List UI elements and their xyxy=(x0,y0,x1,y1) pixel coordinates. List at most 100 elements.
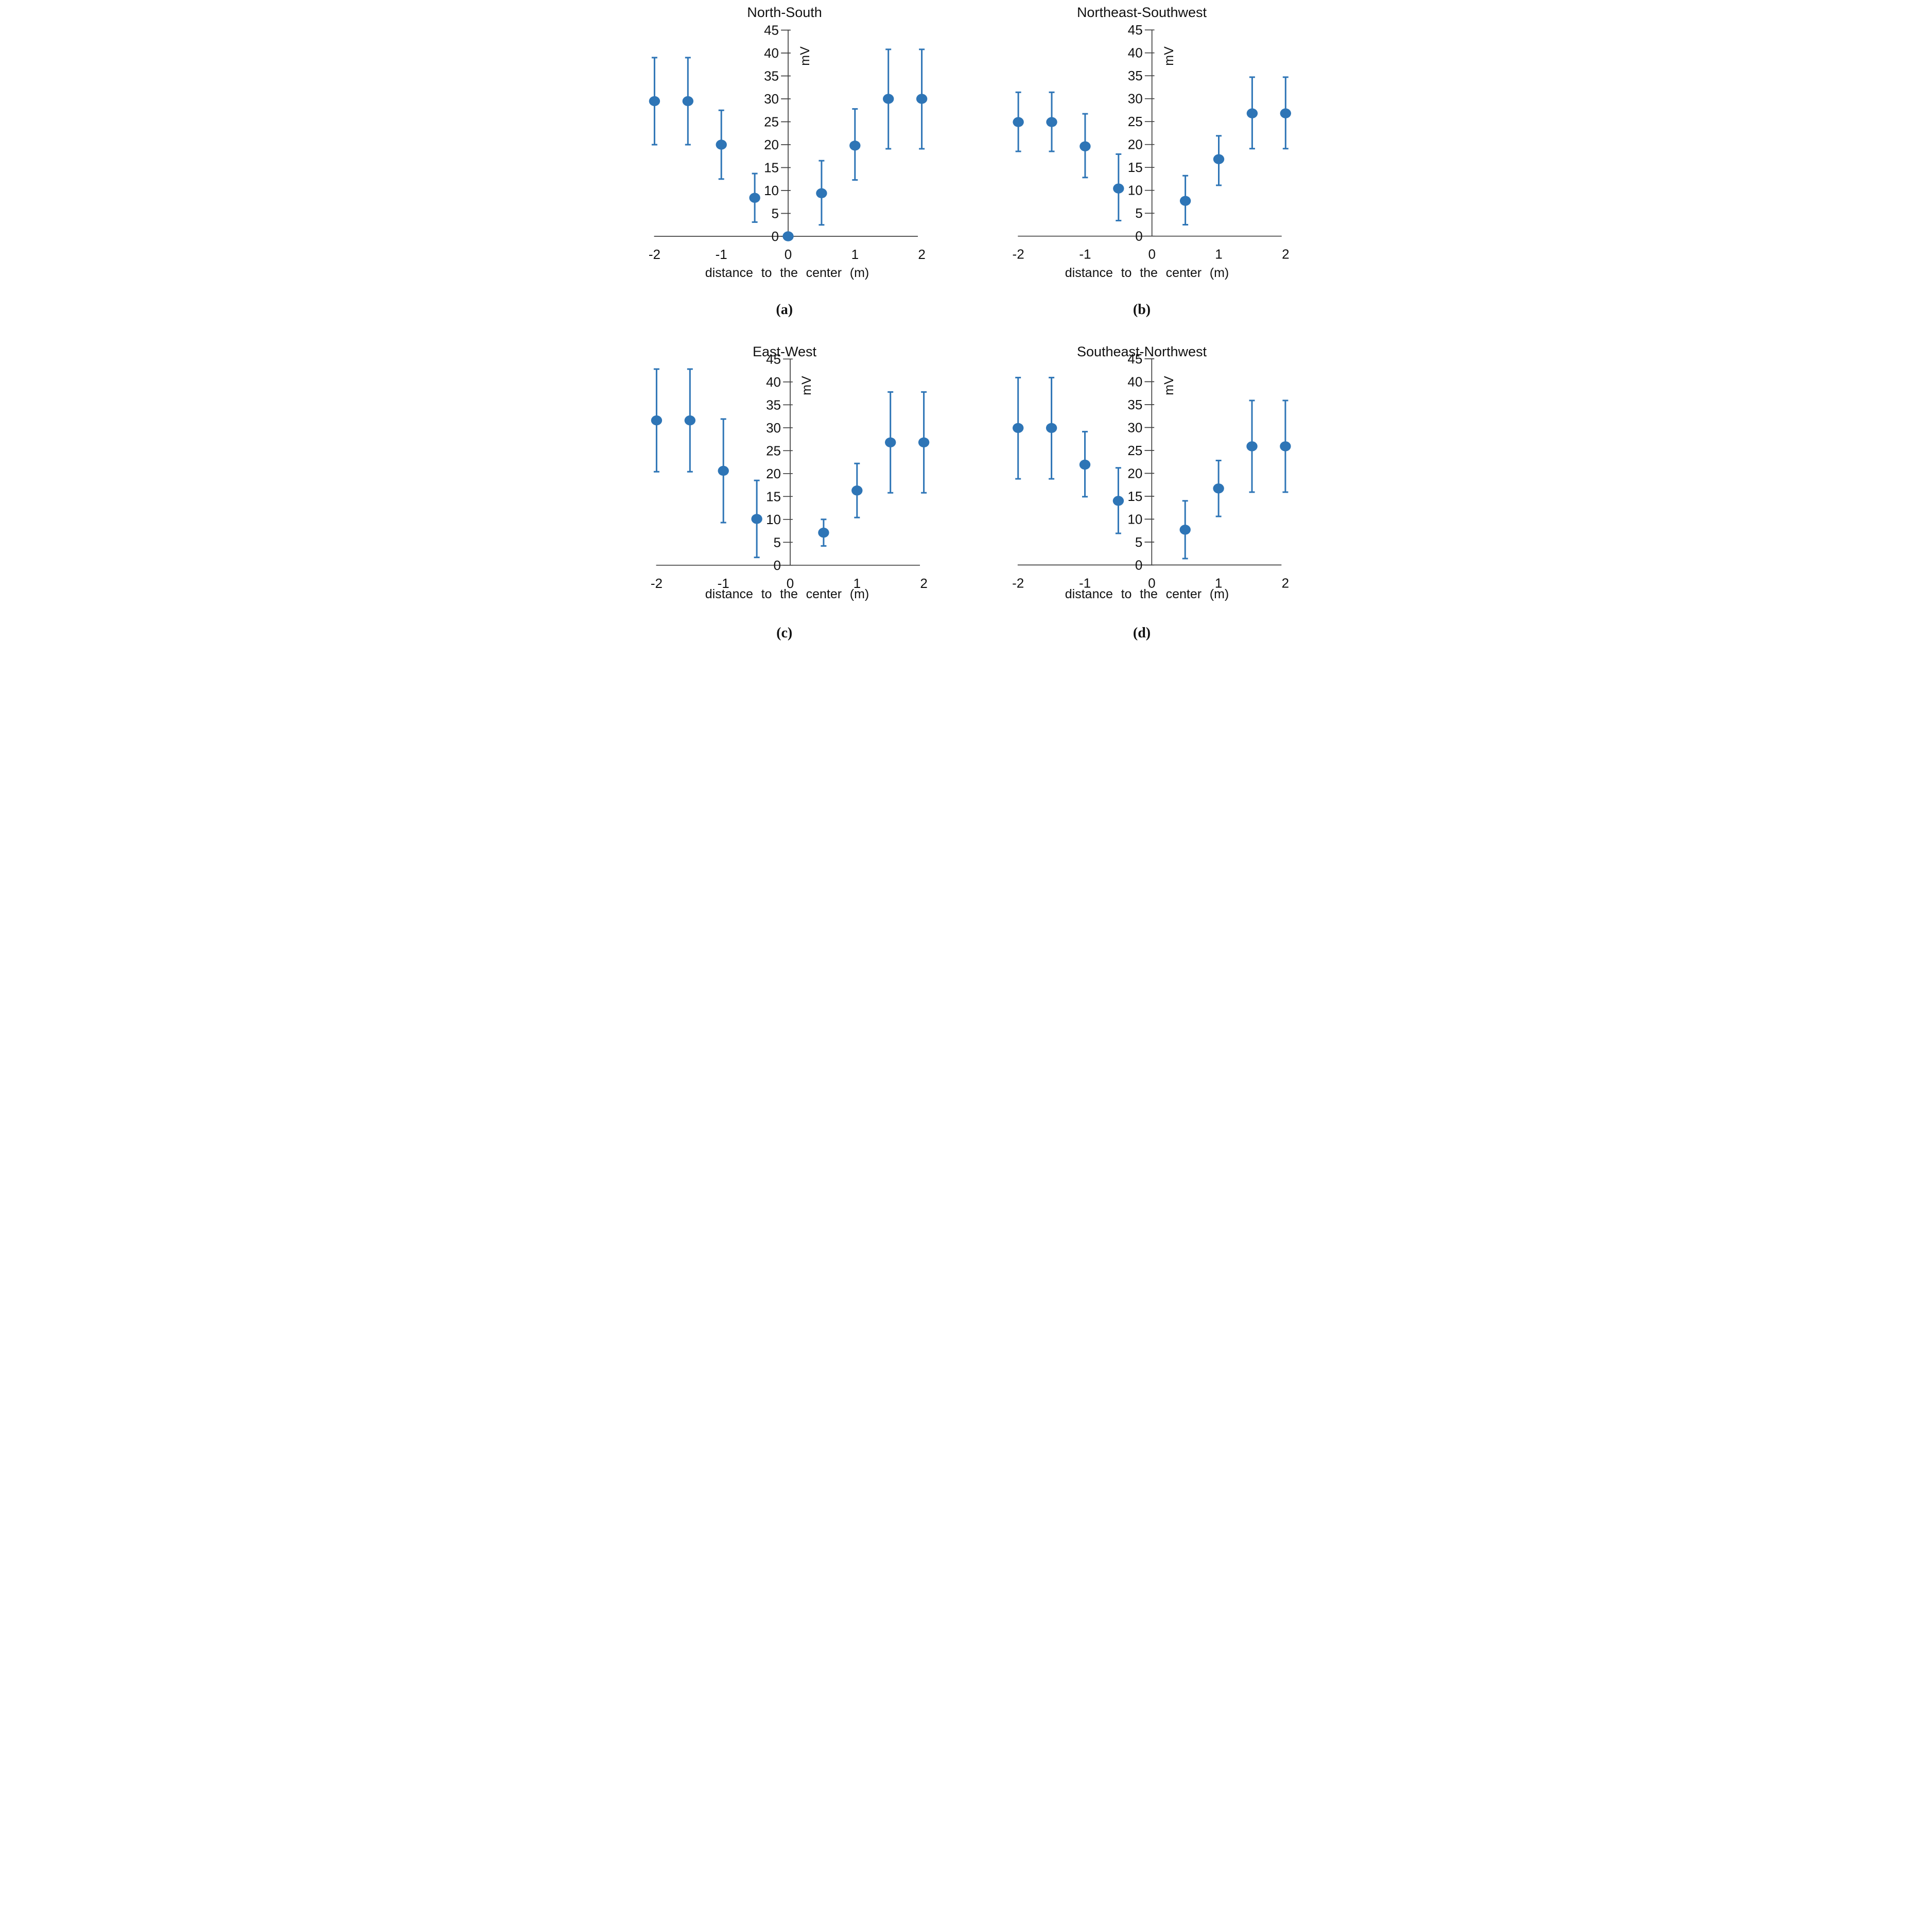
y-tick-label: 25 xyxy=(764,114,779,130)
data-point xyxy=(1046,423,1057,433)
x-axis-label: distance to the center (m) xyxy=(1065,587,1228,601)
y-tick-label: 45 xyxy=(764,23,779,38)
data-point xyxy=(1046,117,1057,127)
x-tick-label: -2 xyxy=(649,247,660,262)
y-tick-label: 5 xyxy=(774,534,781,550)
x-tick-label: -1 xyxy=(716,247,727,262)
y-tick-label: 0 xyxy=(1135,557,1142,573)
data-point xyxy=(818,527,829,538)
y-tick-label: 5 xyxy=(772,206,779,221)
data-point xyxy=(1213,154,1224,164)
y-axis-unit-label: mV xyxy=(1162,376,1176,395)
axis-labels: 0 5 10 15 20 25 30 35 40 45 -2 -1 0 1 2 Northeast-South… xyxy=(1012,5,1289,280)
data-point xyxy=(1212,483,1224,494)
y-tick-label: 25 xyxy=(1127,443,1142,458)
y-tick-label: 25 xyxy=(1127,114,1142,129)
x-tick-label: 1 xyxy=(851,247,859,262)
y-tick-label: 45 xyxy=(766,351,781,367)
x-tick-label: 2 xyxy=(920,576,927,591)
data-point xyxy=(751,514,762,524)
x-tick-label: 0 xyxy=(785,247,792,262)
chart-title: North-South xyxy=(747,5,822,20)
x-tick-label: 1 xyxy=(1214,575,1222,591)
y-tick-label: 25 xyxy=(766,443,781,458)
panel-label-d: (d) xyxy=(1133,625,1151,641)
y-tick-label: 20 xyxy=(764,137,779,152)
x-tick-label: 2 xyxy=(1282,247,1289,262)
chart-panel-northeast-southwest: 0 5 10 15 20 25 30 35 40 45 -2 -1 0 1 2 Northeast-South… xyxy=(966,0,1291,321)
y-tick-label: 10 xyxy=(1127,183,1142,198)
scatter-chart-east-west: 0 5 10 15 20 25 30 35 40 45 -2 -1 0 1 2 East-West mV dist… xyxy=(651,344,930,601)
x-tick-label: 1 xyxy=(1215,247,1222,262)
y-axis-unit-label: mV xyxy=(798,46,812,66)
chart-panel-north-south: 0 5 10 15 20 25 30 35 40 45 -2 -1 0 1 2 North-South mV di… xyxy=(644,0,966,321)
panel-label-b: (b) xyxy=(1133,301,1151,318)
x-tick-label: 2 xyxy=(918,247,925,262)
chart-panel-east-west: 0 5 10 15 20 25 30 35 40 45 -2 -1 0 1 2 East-West mV dist… xyxy=(644,321,966,641)
x-tick-label: 1 xyxy=(854,576,861,591)
y-tick-label: 0 xyxy=(774,558,781,573)
data-point xyxy=(885,437,896,447)
chart-panel-southeast-northwest: 0 5 10 15 20 25 30 35 40 45 -2 -1 0 1 2 Southeast-North… xyxy=(966,321,1291,641)
y-tick-label: 20 xyxy=(1127,137,1142,152)
y-tick-label: 40 xyxy=(1127,374,1142,389)
scatter-chart-southeast-northwest: 0 5 10 15 20 25 30 35 40 45 -2 -1 0 1 2 Southeast-North… xyxy=(1012,344,1291,601)
x-axis-label: distance to the center (m) xyxy=(1065,266,1228,280)
y-tick-label: 0 xyxy=(1135,229,1142,244)
data-point xyxy=(684,415,695,426)
data-point xyxy=(1012,117,1024,127)
data-point xyxy=(1179,525,1191,535)
y-axis-unit-label: mV xyxy=(1162,46,1176,66)
y-tick-label: 20 xyxy=(766,466,781,481)
data-point xyxy=(1012,423,1023,433)
figure-grid: 0 5 10 15 20 25 30 35 40 45 -2 -1 0 1 2 North-South mV di… xyxy=(644,0,1291,641)
data-point xyxy=(1246,108,1258,118)
y-tick-label: 5 xyxy=(1135,205,1142,221)
data-point xyxy=(718,465,729,476)
axes xyxy=(1017,29,1282,237)
x-axis-label: distance to the center (m) xyxy=(705,587,869,601)
y-tick-label: 30 xyxy=(766,420,781,436)
y-tick-label: 30 xyxy=(764,91,779,107)
y-tick-label: 30 xyxy=(1127,420,1142,435)
y-tick-label: 40 xyxy=(764,45,779,61)
x-tick-label: -1 xyxy=(1078,575,1090,591)
axis-labels: 0 5 10 15 20 25 30 35 40 45 -2 -1 0 1 2 East-West mV dist… xyxy=(651,344,928,601)
y-tick-label: 40 xyxy=(766,374,781,390)
data-point xyxy=(651,415,663,426)
data-point xyxy=(1179,196,1191,206)
data-point xyxy=(816,188,827,199)
x-tick-label: 0 xyxy=(787,576,794,591)
data-point xyxy=(749,193,760,203)
y-tick-label: 5 xyxy=(1135,534,1142,550)
y-tick-label: 35 xyxy=(1127,397,1142,412)
data-point xyxy=(682,96,693,107)
data-points xyxy=(651,415,930,538)
y-tick-label: 30 xyxy=(1127,91,1142,107)
y-tick-label: 35 xyxy=(764,68,779,84)
x-tick-label: -2 xyxy=(651,576,663,591)
scatter-chart-northeast-southwest: 0 5 10 15 20 25 30 35 40 45 -2 -1 0 1 2 Northeast-South… xyxy=(1012,5,1291,280)
panel-label-c: (c) xyxy=(776,625,793,641)
y-tick-label: 0 xyxy=(772,229,779,244)
axes xyxy=(1017,358,1281,566)
data-point xyxy=(649,96,660,107)
x-tick-label: -1 xyxy=(1079,247,1091,262)
y-tick-label: 15 xyxy=(1127,160,1142,175)
x-tick-label: 0 xyxy=(1148,247,1155,262)
data-point xyxy=(1079,459,1090,470)
y-tick-label: 15 xyxy=(766,489,781,504)
x-tick-label: -1 xyxy=(718,576,729,591)
y-axis-unit-label: mV xyxy=(799,376,814,395)
x-tick-label: 0 xyxy=(1148,575,1155,591)
data-point xyxy=(1279,441,1291,452)
data-point xyxy=(1112,183,1124,194)
x-tick-label: 2 xyxy=(1281,575,1289,591)
y-tick-label: 15 xyxy=(1127,489,1142,504)
chart-title: Southeast-Northwest xyxy=(1076,344,1207,359)
data-points xyxy=(1012,108,1291,206)
data-point xyxy=(1079,141,1091,151)
data-point xyxy=(918,437,930,447)
axis-labels: 0 5 10 15 20 25 30 35 40 45 -2 -1 0 1 2 North-South mV di… xyxy=(649,5,926,280)
data-point xyxy=(883,94,894,104)
